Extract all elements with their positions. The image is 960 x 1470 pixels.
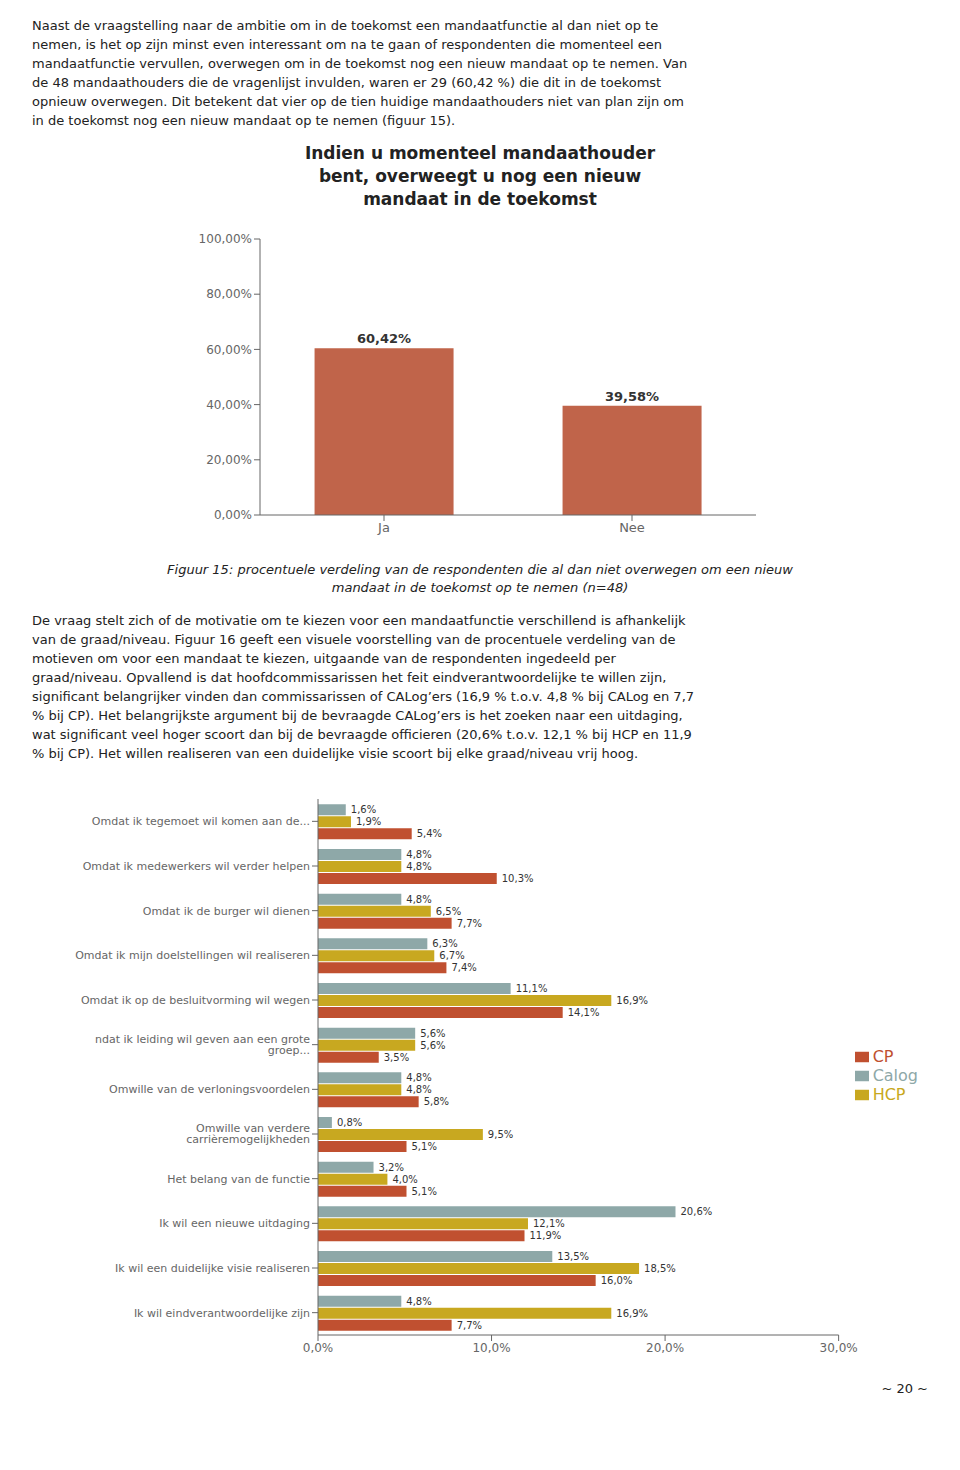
svg-text:Omwille van verderecarrièremog: Omwille van verderecarrièremogelijkheden xyxy=(186,1122,310,1146)
svg-text:7,7%: 7,7% xyxy=(457,1320,482,1331)
svg-text:80,00%: 80,00% xyxy=(206,287,252,301)
html-text:opnieuw overwegen. Dit beteken: opnieuw overwegen. Dit betekent dat vier… xyxy=(32,94,684,109)
html-text:mandaat in de toekomst op te n: mandaat in de toekomst op te nemen (n=48… xyxy=(331,580,629,595)
svg-text:4,0%: 4,0% xyxy=(392,1174,417,1185)
svg-text:20,0%: 20,0% xyxy=(646,1341,684,1355)
html-text:% bij CP). Het belangrijkste a: % bij CP). Het belangrijkste argument bi… xyxy=(32,708,683,723)
svg-text:100,00%: 100,00% xyxy=(199,232,252,246)
svg-text:5,4%: 5,4% xyxy=(417,828,442,839)
html-text:bent, overweegt u nog een nieu: bent, overweegt u nog een nieuw xyxy=(318,166,642,186)
svg-text:Omdat ik tegemoet wil komen aa: Omdat ik tegemoet wil komen aan de... xyxy=(92,815,310,828)
svg-text:10,0%: 10,0% xyxy=(472,1341,510,1355)
svg-text:5,6%: 5,6% xyxy=(420,1040,445,1051)
svg-text:Omdat ik de burger wil dienen: Omdat ik de burger wil dienen xyxy=(143,905,310,918)
svg-text:Nee: Nee xyxy=(619,520,645,535)
svg-text:Ik wil een duidelijke visie re: Ik wil een duidelijke visie realiseren xyxy=(115,1262,310,1275)
html-text:HCP: HCP xyxy=(872,1084,906,1104)
svg-text:39,58%: 39,58% xyxy=(605,389,659,404)
svg-text:7,4%: 7,4% xyxy=(451,962,476,973)
svg-text:Het belang van de functie: Het belang van de functie xyxy=(167,1173,310,1186)
html-text:graad/niveau. Opvallend is dat: graad/niveau. Opvallend is dat hoofdcomm… xyxy=(32,670,667,685)
svg-text:18,5%: 18,5% xyxy=(644,1263,676,1274)
svg-text:7,7%: 7,7% xyxy=(457,918,482,929)
svg-text:4,8%: 4,8% xyxy=(406,861,431,872)
html-text:Figuur 15: procentuele verdeli: Figuur 15: procentuele verdeling van de … xyxy=(167,562,793,577)
svg-text:6,3%: 6,3% xyxy=(432,938,457,949)
svg-text:Omdat ik mijn doelstellingen w: Omdat ik mijn doelstellingen wil realise… xyxy=(75,949,310,962)
svg-text:4,8%: 4,8% xyxy=(406,1296,431,1307)
svg-text:40,00%: 40,00% xyxy=(206,398,252,412)
svg-text:12,1%: 12,1% xyxy=(533,1218,565,1229)
svg-text:16,9%: 16,9% xyxy=(616,1308,648,1319)
html-text:De vraag stelt zich of de moti: De vraag stelt zich of de motivatie om t… xyxy=(32,613,686,628)
html-text:% bij CP). Het willen realiser: % bij CP). Het willen realiseren van een… xyxy=(32,746,638,761)
html-text:wat significant veel hoger sco: wat significant veel hoger scoort dan bi… xyxy=(32,727,692,742)
svg-text:16,9%: 16,9% xyxy=(616,995,648,1006)
svg-text:6,7%: 6,7% xyxy=(439,950,464,961)
svg-text:20,6%: 20,6% xyxy=(680,1206,712,1217)
svg-text:13,5%: 13,5% xyxy=(557,1251,589,1262)
html-text:de 48 mandaathouders die de vr: de 48 mandaathouders die de vragenlijst … xyxy=(32,75,662,90)
svg-text:4,8%: 4,8% xyxy=(406,1084,431,1095)
html-text:van de graad/niveau. Figuur 16: van de graad/niveau. Figuur 16 geeft een… xyxy=(32,632,676,647)
svg-text:4,8%: 4,8% xyxy=(406,1072,431,1083)
svg-text:10,3%: 10,3% xyxy=(502,873,534,884)
svg-text:Ik wil eindverantwoordelijke z: Ik wil eindverantwoordelijke zijn xyxy=(134,1307,310,1320)
svg-text:1,6%: 1,6% xyxy=(351,804,376,815)
svg-text:9,5%: 9,5% xyxy=(488,1129,513,1140)
svg-text:6,5%: 6,5% xyxy=(436,906,461,917)
svg-text:0,00%: 0,00% xyxy=(214,508,252,522)
svg-text:5,1%: 5,1% xyxy=(412,1186,437,1197)
svg-text:5,6%: 5,6% xyxy=(420,1028,445,1039)
svg-text:ndat ik leiding wil geven aan: ndat ik leiding wil geven aan een groteg… xyxy=(95,1033,310,1057)
html-text:mandaat in de toekomst: mandaat in de toekomst xyxy=(363,189,597,209)
html-text:Calog: Calog xyxy=(872,1065,918,1085)
html-text:Indien u momenteel mandaathoud: Indien u momenteel mandaathouder xyxy=(304,143,656,163)
svg-text:1,9%: 1,9% xyxy=(356,816,381,827)
svg-text:0,0%: 0,0% xyxy=(303,1341,334,1355)
svg-text:Omwille van de verloningsvoord: Omwille van de verloningsvoordelen xyxy=(109,1083,310,1096)
svg-text:16,0%: 16,0% xyxy=(601,1275,633,1286)
svg-text:Ja: Ja xyxy=(377,520,390,535)
svg-text:60,42%: 60,42% xyxy=(357,331,411,346)
svg-text:20,00%: 20,00% xyxy=(206,453,252,467)
svg-text:Ik wil een nieuwe uitdaging: Ik wil een nieuwe uitdaging xyxy=(159,1217,310,1230)
html-text:mandaatfunctie vervullen, over: mandaatfunctie vervullen, overwegen om i… xyxy=(32,56,688,71)
svg-text:5,1%: 5,1% xyxy=(412,1141,437,1152)
svg-text:14,1%: 14,1% xyxy=(568,1007,600,1018)
html-text:CP: CP xyxy=(872,1046,894,1066)
svg-text:0,8%: 0,8% xyxy=(337,1117,362,1128)
html-text:~ 20 ~: ~ 20 ~ xyxy=(881,1381,928,1396)
html-text:motieven om voor een mandaat t: motieven om voor een mandaat te kiezen, … xyxy=(32,651,616,666)
svg-text:Omdat ik medewerkers wil verde: Omdat ik medewerkers wil verder helpen xyxy=(83,860,310,873)
svg-text:4,8%: 4,8% xyxy=(406,894,431,905)
html-text:significant belangrijker vinde: significant belangrijker vinden dan comm… xyxy=(32,689,694,704)
svg-text:11,9%: 11,9% xyxy=(530,1230,562,1241)
svg-text:5,8%: 5,8% xyxy=(424,1096,449,1107)
svg-text:11,1%: 11,1% xyxy=(516,983,548,994)
svg-text:60,00%: 60,00% xyxy=(206,343,252,357)
svg-text:30,0%: 30,0% xyxy=(820,1341,858,1355)
svg-text:3,2%: 3,2% xyxy=(379,1162,404,1173)
svg-text:Omdat ik op de besluitvorming: Omdat ik op de besluitvorming wil wegen xyxy=(81,994,310,1007)
html-text:nemen, is het op zijn minst ev: nemen, is het op zijn minst even interes… xyxy=(32,37,663,52)
html-text:in de toekomst nog een nieuw m: in de toekomst nog een nieuw mandaat op … xyxy=(32,113,456,128)
svg-text:4,8%: 4,8% xyxy=(406,849,431,860)
svg-text:3,5%: 3,5% xyxy=(384,1052,409,1063)
html-text:Naast de vraagstelling naar de: Naast de vraagstelling naar de ambitie o… xyxy=(32,18,659,33)
